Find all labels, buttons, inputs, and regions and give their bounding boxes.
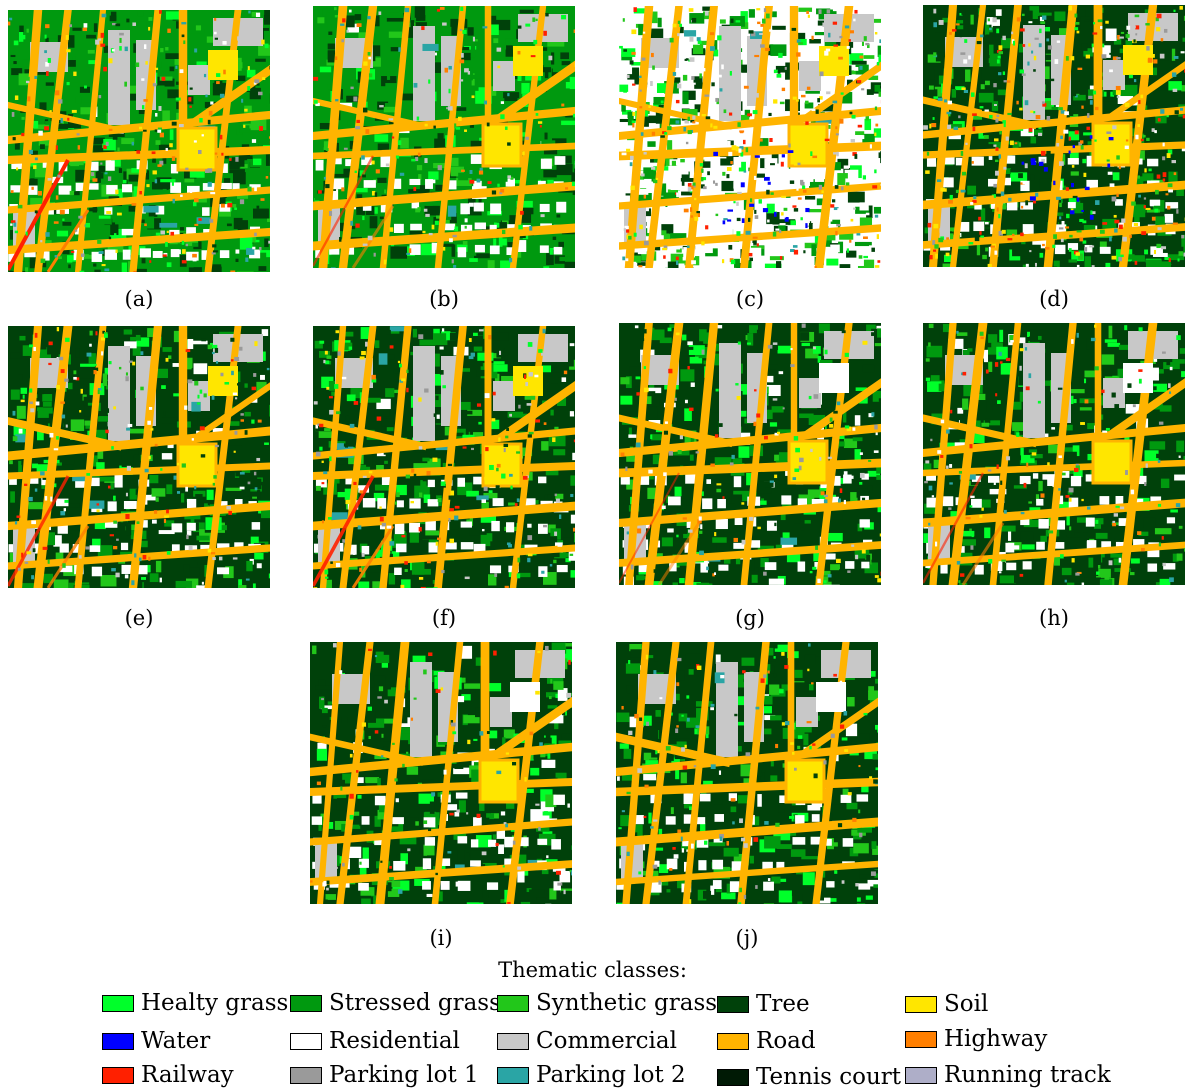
legend-swatch <box>905 1067 937 1084</box>
legend-item-commercial: Commercial <box>497 1026 677 1056</box>
legend-label: Road <box>756 1027 816 1055</box>
legend-label: Tree <box>756 990 810 1018</box>
caption-f: (f) <box>313 606 575 630</box>
classification-map-j <box>616 642 878 904</box>
legend-swatch <box>717 1033 749 1050</box>
caption-g: (g) <box>619 606 881 630</box>
legend-title: Thematic classes: <box>0 958 1185 982</box>
legend-swatch <box>905 996 937 1013</box>
caption-d: (d) <box>923 287 1185 311</box>
classification-map-b <box>313 6 575 268</box>
legend-item-residential: Residential <box>290 1026 460 1056</box>
legend-item-tree: Tree <box>717 989 810 1019</box>
legend-swatch <box>497 1067 529 1084</box>
classification-map-f <box>313 326 575 588</box>
legend-item-healthy-grass: Healty grass <box>102 988 288 1018</box>
legend-label: Synthetic grass <box>536 989 717 1017</box>
classification-map-i <box>310 642 572 904</box>
legend-swatch <box>497 1033 529 1050</box>
legend-label: Tennis court <box>756 1063 901 1091</box>
legend-label: Water <box>141 1027 210 1055</box>
classification-map-d <box>923 5 1185 267</box>
legend-label: Stressed grass <box>329 989 501 1017</box>
legend-item-parking-lot-2: Parking lot 2 <box>497 1060 686 1090</box>
legend-swatch <box>102 1033 134 1050</box>
legend-swatch <box>717 996 749 1013</box>
legend-swatch <box>290 1067 322 1084</box>
legend-swatch <box>102 995 134 1012</box>
classification-map-e <box>8 326 270 588</box>
legend-item-water: Water <box>102 1026 210 1056</box>
legend-item-synthetic-grass: Synthetic grass <box>497 988 717 1018</box>
legend-label: Running track <box>944 1061 1111 1089</box>
legend-item-railway: Railway <box>102 1060 234 1090</box>
legend-swatch <box>497 995 529 1012</box>
legend-label: Soil <box>944 990 988 1018</box>
classification-map-a <box>8 10 270 272</box>
legend-swatch <box>102 1067 134 1084</box>
legend-swatch <box>290 1033 322 1050</box>
caption-c: (c) <box>619 287 881 311</box>
legend-label: Parking lot 2 <box>536 1061 686 1089</box>
legend-item-stressed-grass: Stressed grass <box>290 988 501 1018</box>
legend-item-highway: Highway <box>905 1024 1047 1054</box>
legend-item-road: Road <box>717 1026 816 1056</box>
legend-item-tennis-court: Tennis court <box>717 1062 901 1092</box>
legend-label: Railway <box>141 1061 234 1089</box>
legend-item-running-track: Running track <box>905 1060 1111 1090</box>
caption-j: (j) <box>616 926 878 950</box>
caption-h: (h) <box>923 606 1185 630</box>
caption-i: (i) <box>310 926 572 950</box>
classification-map-g <box>619 323 881 585</box>
caption-a: (a) <box>8 287 270 311</box>
caption-e: (e) <box>8 606 270 630</box>
legend-label: Commercial <box>536 1027 677 1055</box>
legend-swatch <box>290 995 322 1012</box>
legend-label: Residential <box>329 1027 460 1055</box>
classification-map-c <box>619 6 881 268</box>
legend-swatch <box>905 1031 937 1048</box>
caption-b: (b) <box>313 287 575 311</box>
classification-map-h <box>923 323 1185 585</box>
legend-swatch <box>717 1069 749 1086</box>
legend-item-soil: Soil <box>905 989 988 1019</box>
legend-label: Healty grass <box>141 989 288 1017</box>
legend-label: Highway <box>944 1025 1047 1053</box>
legend-item-parking-lot-1: Parking lot 1 <box>290 1060 479 1090</box>
legend-label: Parking lot 1 <box>329 1061 479 1089</box>
